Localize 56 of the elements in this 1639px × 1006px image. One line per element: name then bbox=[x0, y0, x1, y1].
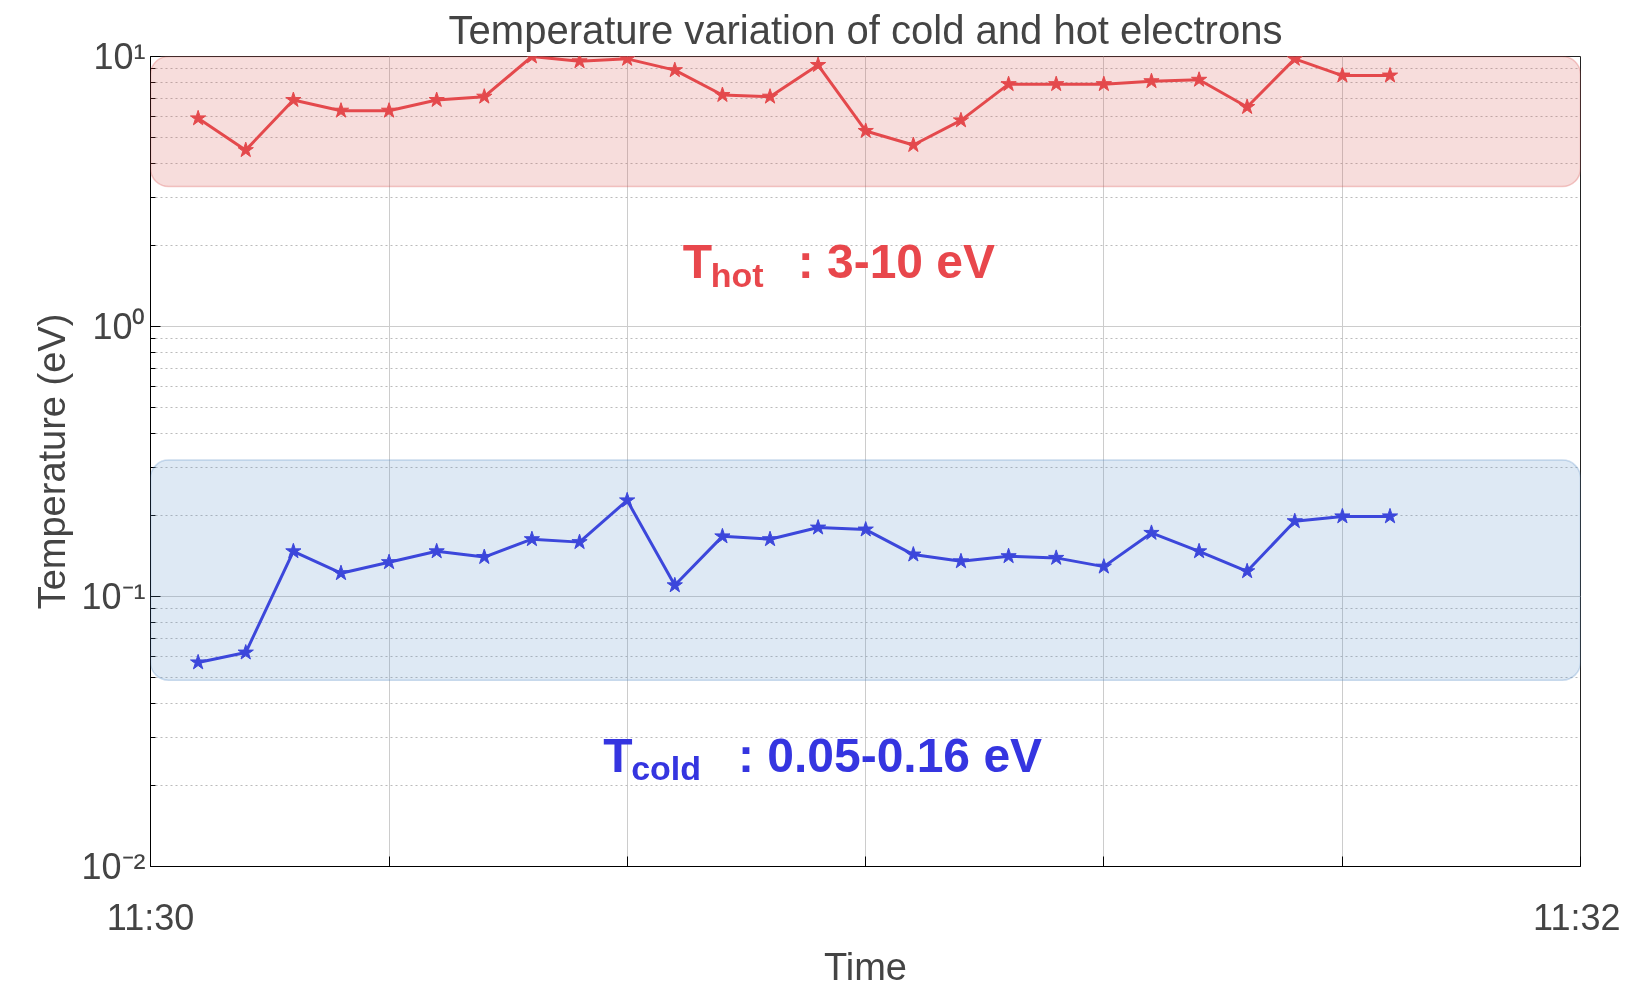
point bbox=[857, 122, 874, 138]
point bbox=[1000, 547, 1017, 564]
y-tick-label: 10⁰ bbox=[92, 306, 146, 347]
point bbox=[476, 88, 493, 104]
point bbox=[666, 576, 683, 593]
point bbox=[476, 548, 493, 565]
point bbox=[285, 91, 302, 107]
point bbox=[332, 564, 350, 581]
y-tick-label: 10⁻¹ bbox=[81, 576, 146, 617]
point bbox=[905, 546, 922, 562]
point bbox=[428, 91, 445, 107]
point bbox=[1239, 98, 1256, 114]
point bbox=[190, 653, 207, 670]
point bbox=[952, 111, 970, 128]
point bbox=[380, 553, 398, 570]
y-tick-label: 10⁻² bbox=[81, 846, 146, 887]
point bbox=[1334, 507, 1351, 524]
point bbox=[190, 109, 207, 126]
point bbox=[809, 56, 827, 72]
point bbox=[1000, 75, 1017, 92]
point bbox=[237, 644, 254, 660]
y-axis-title: Temperature (eV) bbox=[31, 313, 74, 610]
point bbox=[714, 86, 731, 102]
point bbox=[1095, 558, 1112, 574]
point bbox=[428, 542, 445, 559]
point bbox=[1190, 71, 1208, 87]
point bbox=[714, 527, 731, 544]
point bbox=[571, 533, 588, 550]
point bbox=[1286, 512, 1303, 529]
point bbox=[1381, 67, 1399, 83]
point bbox=[1239, 562, 1256, 579]
point bbox=[857, 521, 874, 537]
point bbox=[619, 491, 636, 508]
point bbox=[952, 552, 970, 569]
point bbox=[285, 542, 302, 559]
point bbox=[1381, 507, 1399, 524]
point bbox=[571, 56, 588, 69]
y-tick-label: 10¹ bbox=[93, 36, 146, 77]
point bbox=[380, 102, 398, 118]
point bbox=[1095, 75, 1112, 92]
point bbox=[1143, 524, 1160, 540]
point bbox=[523, 530, 541, 547]
point bbox=[1190, 542, 1208, 559]
point bbox=[332, 102, 350, 118]
point bbox=[1048, 75, 1065, 92]
x-axis-title: Time bbox=[823, 945, 908, 988]
x-tick-label: 11:32 bbox=[1533, 896, 1621, 938]
chart-title: Temperature variation of cold and hot electrons bbox=[448, 7, 1283, 52]
point bbox=[809, 519, 827, 535]
point bbox=[761, 530, 779, 547]
point bbox=[666, 61, 683, 78]
point bbox=[1048, 549, 1065, 565]
point bbox=[761, 88, 779, 104]
point bbox=[237, 141, 254, 158]
point bbox=[1143, 72, 1160, 89]
x-tick-label: 11:30 bbox=[106, 896, 195, 938]
